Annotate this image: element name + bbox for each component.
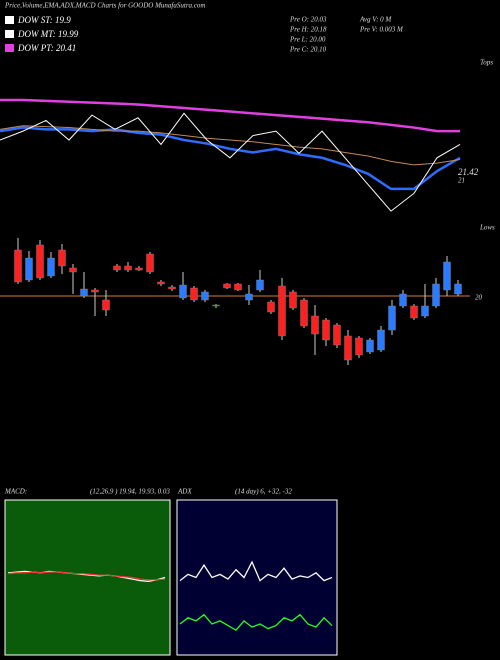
candle-body (223, 283, 231, 289)
panel-title: MACD: (4, 488, 27, 496)
panel-subtitle: (14 day) 6, +32, -32 (235, 488, 292, 496)
candle-body (443, 261, 451, 291)
line-series (0, 112, 461, 212)
candle-body (454, 283, 462, 295)
candle-body (179, 284, 187, 299)
annotation: 20 (475, 294, 483, 302)
candle-body (91, 289, 99, 293)
candle-body (410, 305, 418, 319)
annotation: Tops (480, 59, 493, 67)
candle-body (58, 249, 66, 267)
legend-swatch (5, 30, 14, 38)
info-text: Pre L: 20.00 (289, 36, 326, 44)
candle-body (333, 324, 341, 346)
candle-body (25, 257, 33, 281)
legend-swatch (5, 16, 14, 24)
annotation: Lows (479, 224, 495, 232)
candle-body (432, 283, 440, 307)
candle-body (14, 249, 22, 283)
legend-label: DOW PT: 20.41 (17, 43, 76, 53)
line-series (0, 98, 460, 133)
legend-label: DOW ST: 19.9 (17, 15, 71, 25)
chart-title: Price,Volume,EMA,ADX,MACD Charts for GOO… (4, 2, 205, 10)
candle-body (377, 329, 385, 351)
candle-body (388, 305, 396, 331)
candle-body (366, 339, 374, 353)
panel-subtitle: (12,26,9 ) 19.94, 19.93, 0.03 (90, 488, 170, 496)
candle-body (69, 267, 77, 273)
panel (4, 499, 171, 656)
candle-body (267, 301, 275, 313)
candle-body (47, 257, 55, 277)
candle-body (300, 299, 308, 327)
candle-body (168, 286, 176, 290)
candle-body (399, 293, 407, 307)
candle-body (245, 293, 253, 301)
candle-body (102, 299, 110, 311)
legend-swatch (5, 44, 14, 52)
info-text: Avg V: 0 M (359, 16, 392, 24)
candle-body (80, 288, 88, 297)
annotation: 21 (458, 177, 465, 185)
line-series (0, 125, 461, 166)
candle-body (322, 319, 330, 341)
candle-body (113, 265, 121, 271)
line-series (7, 571, 166, 581)
line-series (0, 126, 461, 191)
line-series (179, 560, 333, 582)
info-text: Pre C: 20.10 (289, 46, 327, 54)
panel-title: ADX (177, 488, 192, 496)
candle-body (201, 291, 209, 301)
line-series (179, 613, 333, 632)
candle-body (278, 285, 286, 337)
candle-body (146, 253, 154, 273)
candle-body (256, 279, 264, 291)
info-text: Pre H: 20.18 (289, 26, 327, 34)
candle-body (157, 281, 165, 285)
candle-body (344, 335, 352, 361)
info-text: Pre O: 20.03 (289, 16, 327, 24)
panel (176, 499, 338, 656)
info-text: Pre V: 0.003 M (359, 26, 404, 34)
candle-body (212, 304, 220, 307)
candle-body (421, 305, 429, 317)
candle-body (289, 291, 297, 309)
candle-body (36, 244, 44, 279)
candle-body (124, 265, 132, 271)
candle-body (311, 315, 319, 335)
candle-body (190, 287, 198, 301)
annotation: 21.42 (458, 167, 479, 177)
legend-label: DOW MT: 19.99 (17, 29, 79, 39)
candle-body (234, 283, 242, 291)
candle-body (355, 337, 363, 356)
candle-body (135, 267, 143, 271)
